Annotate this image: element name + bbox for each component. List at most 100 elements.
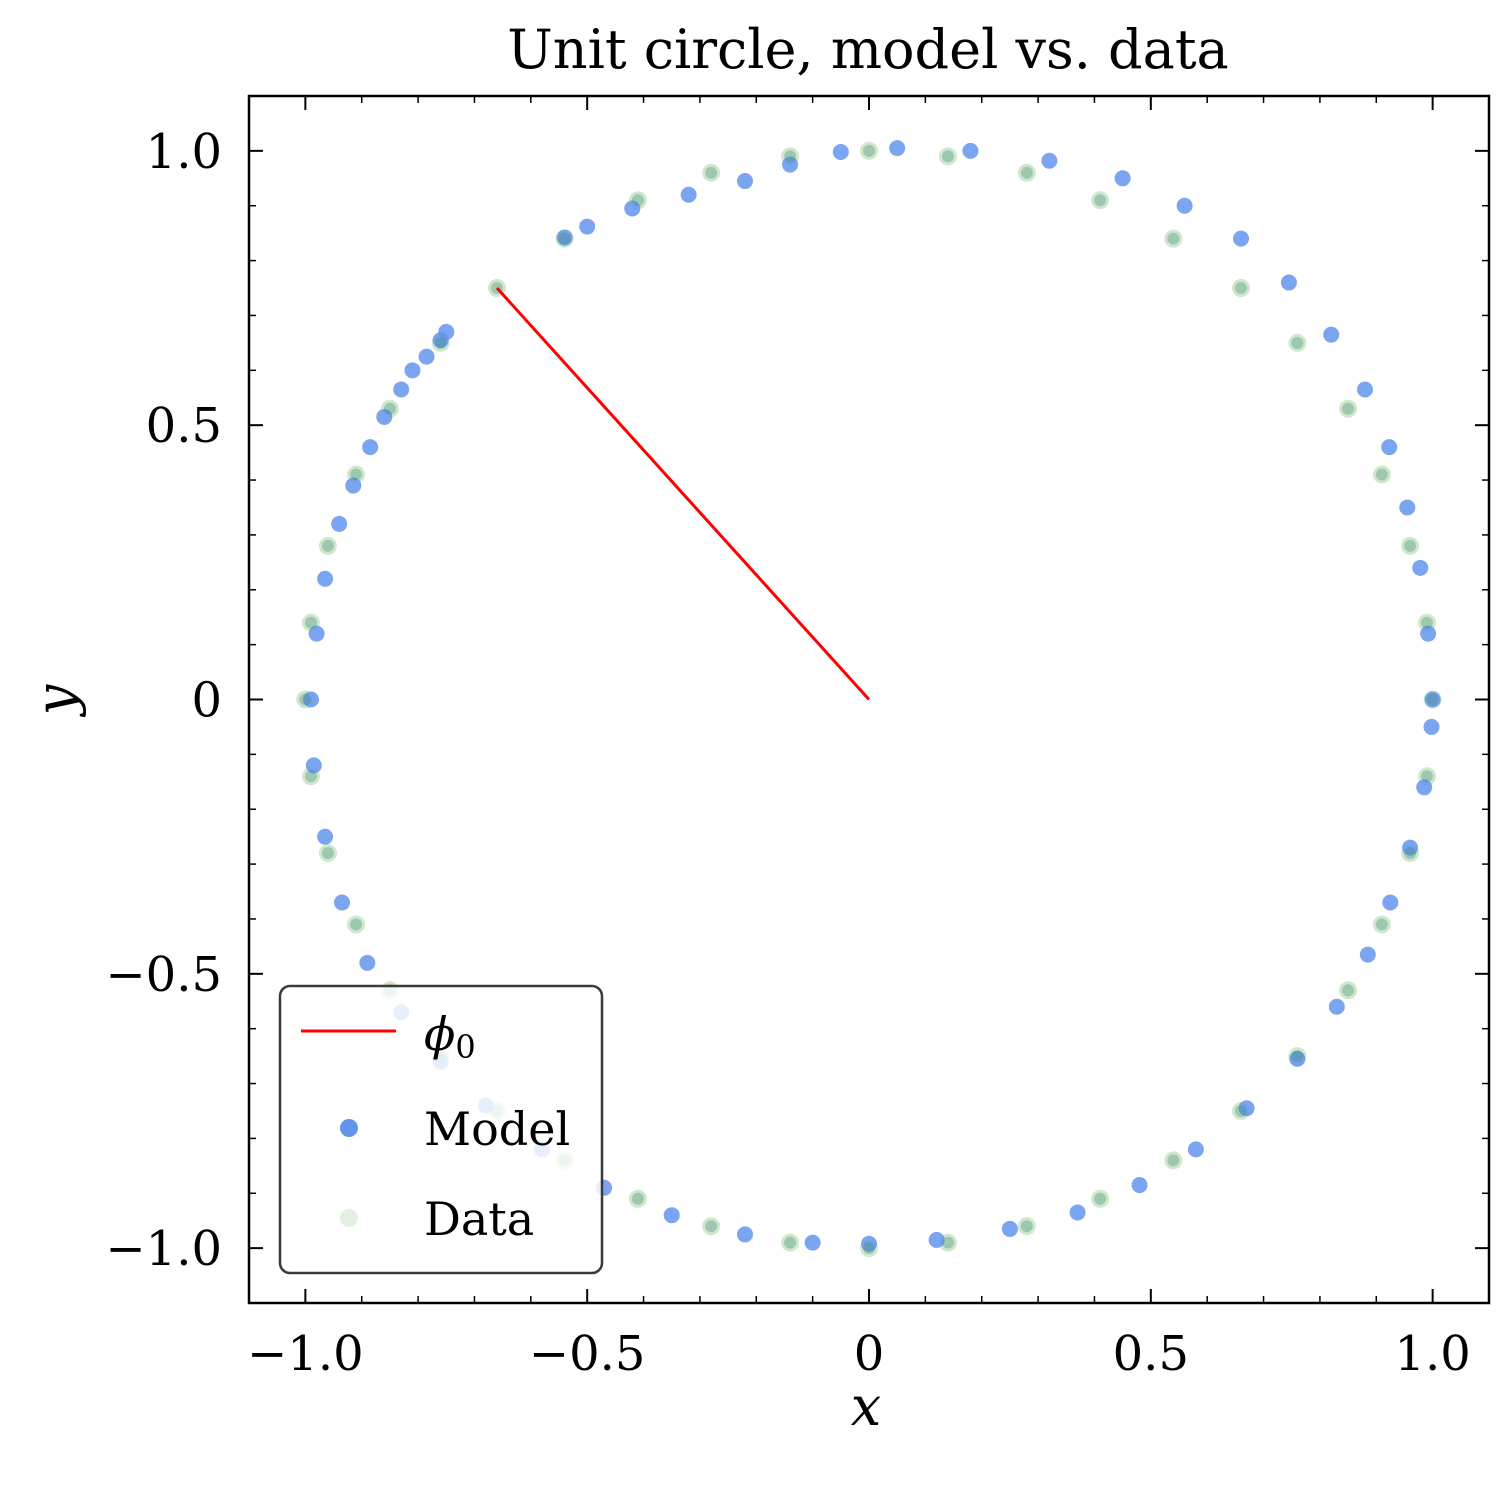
model-point xyxy=(418,348,435,365)
data-point-overlay xyxy=(1375,918,1388,931)
x-tick-label: 0.5 xyxy=(1113,1326,1189,1382)
legend-data-label: Data xyxy=(424,1192,534,1246)
data-point-overlay xyxy=(784,1236,797,1249)
data-point-overlay xyxy=(863,1242,875,1255)
model-point xyxy=(1357,381,1373,398)
data-point-overlay xyxy=(558,232,571,245)
data-point xyxy=(1017,1217,1036,1236)
model-point xyxy=(889,140,906,157)
data-point-overlay xyxy=(1094,1192,1107,1205)
model-point xyxy=(1359,946,1376,963)
data-point-overlay xyxy=(350,918,363,931)
data-point-overlay xyxy=(1235,282,1247,295)
data-point xyxy=(938,147,957,166)
data-point xyxy=(347,915,366,934)
phi0-line xyxy=(495,287,871,701)
model-point xyxy=(624,200,641,217)
data-point-overlay xyxy=(321,847,334,860)
data-point-overlay xyxy=(305,770,317,783)
data-point xyxy=(1017,163,1036,182)
model-point xyxy=(303,691,319,708)
model-point xyxy=(432,332,449,349)
model-point xyxy=(305,757,322,774)
y-tick-label: −0.5 xyxy=(105,947,222,1003)
data-point-overlay xyxy=(941,150,954,163)
data-point-overlay xyxy=(1235,1104,1247,1117)
model-point xyxy=(1176,197,1193,214)
x-tick-label: 1.0 xyxy=(1394,1326,1470,1382)
model-point xyxy=(1238,1100,1255,1117)
legend-phi0-label: ϕ0 xyxy=(424,1007,476,1066)
model-point xyxy=(1001,1220,1018,1237)
data-point-overlay xyxy=(305,616,317,629)
data-point-overlay xyxy=(1426,693,1439,706)
data-point-overlay xyxy=(383,402,396,415)
data-point-overlay xyxy=(631,194,644,207)
data-point-overlay xyxy=(1291,1050,1304,1063)
data-point xyxy=(628,1189,647,1208)
model-point xyxy=(1114,170,1131,187)
data-point-overlay xyxy=(321,539,334,552)
data-point xyxy=(318,844,337,863)
model-point xyxy=(1041,152,1058,169)
model-point xyxy=(782,156,799,173)
data-point-overlay xyxy=(1421,770,1433,783)
y-tick-label: 0 xyxy=(191,673,222,729)
model-point xyxy=(317,828,334,845)
legend-data-marker xyxy=(340,1209,358,1227)
model-point xyxy=(1399,499,1416,516)
model-point xyxy=(1131,1177,1148,1194)
data-point-overlay xyxy=(1020,166,1033,179)
model-point xyxy=(1069,1204,1086,1221)
data-point-overlay xyxy=(941,1236,954,1249)
model-point xyxy=(1187,1141,1204,1158)
y-axis-label: y xyxy=(24,683,87,717)
data-point-overlay xyxy=(784,150,797,163)
data-point xyxy=(1372,915,1391,934)
model-point xyxy=(1423,718,1440,735)
data-point-overlay xyxy=(299,693,312,706)
data-point xyxy=(781,1233,800,1252)
data-point-overlay xyxy=(1375,468,1388,481)
plot-frame xyxy=(247,94,1491,1305)
data-point-overlay xyxy=(1404,539,1417,552)
chart-title: Unit circle, model vs. data xyxy=(507,18,1228,81)
data-point-overlay xyxy=(1291,336,1304,349)
model-point xyxy=(737,173,753,190)
model-point xyxy=(1412,559,1429,576)
model-point xyxy=(556,229,573,246)
data-point xyxy=(1288,333,1307,352)
x-tick-label: 0 xyxy=(854,1326,885,1382)
model-point xyxy=(928,1231,945,1248)
data-point xyxy=(1091,1189,1110,1208)
data-point xyxy=(1232,279,1250,298)
model-point xyxy=(962,142,979,159)
data-point xyxy=(702,1217,721,1236)
model-point xyxy=(376,408,393,425)
y-tick-label: 0.5 xyxy=(146,398,222,454)
model-point xyxy=(308,625,325,642)
model-point xyxy=(1416,779,1433,796)
model-point xyxy=(579,218,596,235)
model-point xyxy=(861,1235,877,1252)
model-point xyxy=(362,439,379,456)
data-point xyxy=(1164,229,1183,248)
data-point xyxy=(1091,191,1110,210)
data-point-overlay xyxy=(350,468,363,481)
data-point-overlay xyxy=(631,1192,644,1205)
tick-labels: −1.0 −0.5 0 0.5 1.0 −1.0 −0.5 0 0.5 1.0 xyxy=(105,124,1470,1382)
y-tick-label: 1.0 xyxy=(146,124,222,180)
model-point xyxy=(1289,1050,1306,1067)
model-point xyxy=(1381,439,1398,456)
model-point xyxy=(737,1226,753,1243)
model-point xyxy=(1280,274,1297,291)
data-point xyxy=(1372,465,1391,484)
model-point xyxy=(404,362,421,379)
data-point xyxy=(1339,981,1358,1000)
data-point xyxy=(318,536,337,555)
data-point xyxy=(1164,1151,1183,1170)
model-point xyxy=(1420,625,1437,642)
legend: ϕ0 Model Data xyxy=(278,984,604,1275)
